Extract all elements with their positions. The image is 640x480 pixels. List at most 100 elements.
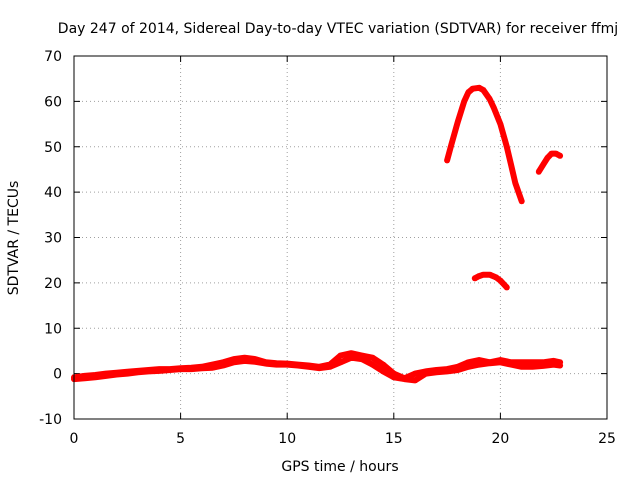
data-point <box>370 355 375 361</box>
data-point <box>481 87 486 93</box>
data-point <box>541 162 546 168</box>
data-point <box>146 367 151 373</box>
data-point <box>231 359 236 365</box>
data-point <box>466 364 471 370</box>
data-point <box>455 367 460 373</box>
data-point <box>558 359 563 365</box>
data-point <box>274 360 279 366</box>
series-layer <box>71 84 564 384</box>
data-point <box>413 377 418 383</box>
data-point <box>93 372 98 378</box>
y-tick-label: 0 <box>53 367 62 383</box>
data-point <box>167 366 172 372</box>
data-point <box>504 144 509 150</box>
data-point <box>189 365 194 371</box>
x-tick-label: 10 <box>278 431 296 447</box>
data-point <box>551 362 556 368</box>
data-point <box>498 121 503 127</box>
data-point <box>317 364 322 370</box>
data-point <box>466 359 471 365</box>
data-point <box>498 278 503 284</box>
chart-title: Day 247 of 2014, Sidereal Day-to-day VTE… <box>58 21 618 37</box>
data-point <box>549 151 554 157</box>
data-point <box>477 85 482 91</box>
data-point <box>391 374 396 380</box>
data-point <box>536 169 541 175</box>
y-tick-label: 70 <box>44 49 62 65</box>
data-point <box>509 359 514 365</box>
y-tick-label: 20 <box>44 276 62 292</box>
data-point <box>338 352 343 358</box>
data-point <box>462 98 467 104</box>
data-point <box>285 361 290 367</box>
data-point <box>504 284 509 290</box>
data-point <box>530 364 535 370</box>
data-point <box>445 366 450 372</box>
x-tick-label: 25 <box>598 431 616 447</box>
x-tick-label: 0 <box>70 431 79 447</box>
data-point <box>114 370 119 376</box>
data-point <box>487 96 492 102</box>
data-point <box>423 368 428 374</box>
data-point <box>157 366 162 372</box>
data-point <box>349 355 354 361</box>
data-point <box>519 359 524 365</box>
data-point <box>221 362 226 368</box>
data-point <box>231 356 236 362</box>
data-point <box>455 119 460 125</box>
data-point <box>253 356 258 362</box>
data-point <box>530 359 535 365</box>
data-point <box>449 141 454 147</box>
data-point <box>519 364 524 370</box>
data-point <box>477 362 482 368</box>
data-point <box>370 362 375 368</box>
y-tick-label: 10 <box>44 321 62 337</box>
data-point <box>381 362 386 368</box>
data-point <box>199 364 204 370</box>
data-point <box>210 362 215 368</box>
data-point <box>553 151 558 157</box>
data-point <box>509 162 514 168</box>
data-point <box>402 375 407 381</box>
data-point <box>481 272 486 278</box>
data-point <box>494 274 499 280</box>
data-point <box>551 358 556 364</box>
data-point <box>210 365 215 371</box>
data-point <box>338 359 343 365</box>
data-point <box>381 368 386 374</box>
data-point <box>487 272 492 278</box>
y-axis-label: SDTVAR / TECUs <box>6 181 22 296</box>
y-tick-label: 30 <box>44 231 62 247</box>
data-point <box>472 275 477 281</box>
x-tick-label: 20 <box>491 431 509 447</box>
data-point <box>558 362 563 368</box>
data-point <box>477 357 482 363</box>
data-point <box>498 357 503 363</box>
data-point <box>470 86 475 92</box>
y-tick-label: -10 <box>39 412 62 428</box>
data-point <box>221 359 226 365</box>
data-point <box>413 371 418 377</box>
data-point <box>434 367 439 373</box>
plot-frame <box>73 55 608 420</box>
data-point <box>242 358 247 364</box>
data-point <box>103 371 108 377</box>
data-point <box>391 371 396 377</box>
data-point <box>349 350 354 356</box>
x-tick-label: 15 <box>385 431 403 447</box>
data-point <box>487 359 492 365</box>
data-point <box>295 362 300 368</box>
data-point <box>558 153 563 159</box>
data-point <box>455 364 460 370</box>
data-point <box>545 155 550 161</box>
data-point <box>541 359 546 365</box>
data-point <box>477 273 482 279</box>
data-point <box>513 180 518 186</box>
data-point <box>445 157 450 163</box>
data-point <box>492 105 497 111</box>
data-point <box>306 362 311 368</box>
data-point <box>82 373 87 379</box>
y-tick-label: 60 <box>44 94 62 110</box>
data-point <box>263 359 268 365</box>
series-peak <box>444 84 525 205</box>
